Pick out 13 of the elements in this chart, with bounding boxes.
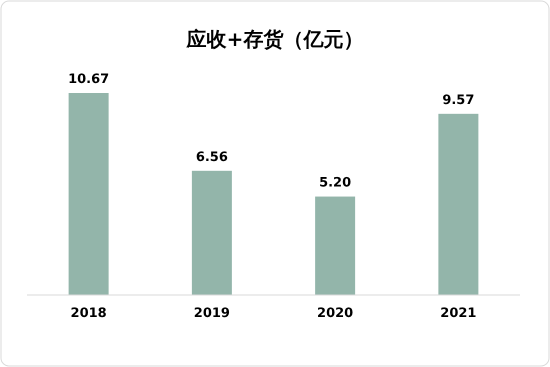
data-label: 5.20 <box>319 176 352 191</box>
chart-title: 应收+存货（亿元） <box>186 27 364 51</box>
x-tick-label: 2021 <box>440 306 476 321</box>
data-label: 9.57 <box>442 92 474 108</box>
bar <box>192 170 232 295</box>
bar <box>438 114 478 295</box>
x-tick-label: 2018 <box>70 306 107 321</box>
data-label: 6.56 <box>196 150 228 165</box>
bar <box>68 93 109 295</box>
x-tick-label: 2020 <box>317 306 354 321</box>
data-label: 10.67 <box>68 72 110 87</box>
x-tick-label: 2019 <box>194 306 230 321</box>
bar <box>315 196 356 295</box>
